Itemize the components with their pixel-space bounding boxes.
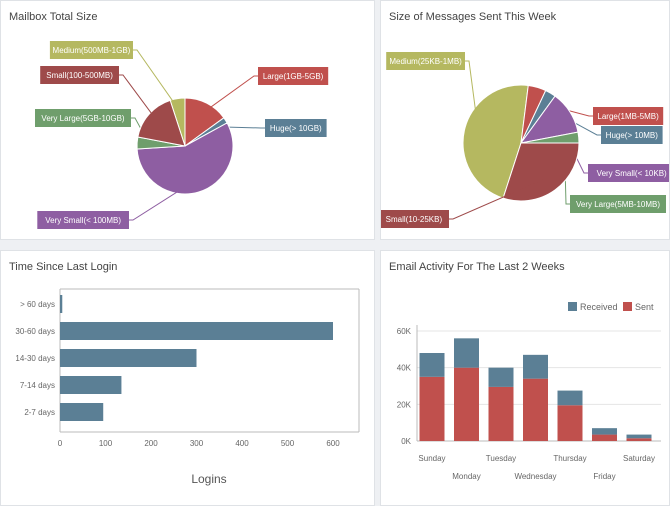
sent-bar-monday: [454, 367, 479, 441]
pie-label-large-1mb-5mb: Large(1MB-5MB): [597, 112, 659, 121]
x-tick-label: 100: [99, 439, 113, 448]
x-axis-title: Logins: [191, 472, 226, 486]
login-bar-2-7-days: [60, 403, 104, 421]
pie-leader-line: [201, 75, 258, 115]
legend-swatch-received: [568, 302, 577, 311]
pie-label-medium-25kb-1mb: Medium(25KB-1MB): [389, 57, 462, 66]
mailbox-pie-chart: Medium(500MB-1GB) Large(1GB-5GB) Huge(> 10…: [35, 41, 329, 229]
y-tick-label: 20K: [397, 400, 412, 409]
pie-slice-small-100-500mb: [137, 99, 186, 147]
pie-label-box: [258, 67, 329, 85]
sent-pie-chart: Medium(25KB-1MB) Large(1MB-5MB) Huge(> 10M…: [381, 52, 669, 228]
pie-leader-line: [465, 60, 480, 134]
pie-label-large-1gb-5gb: Large(1GB-5GB): [263, 72, 324, 81]
activity-bar-chart: 0K 20K 40K 60K Sunday Monday Tuesday Wednesday T…: [397, 302, 661, 481]
panel-title: Mailbox Total Size: [9, 11, 98, 23]
x-tick-label: Wednesday: [514, 472, 556, 481]
pie-label-box: [40, 66, 120, 84]
y-tick-label: > 60 days: [20, 300, 55, 309]
received-bar-saturday: [626, 434, 652, 439]
pie-leader-line: [133, 49, 180, 111]
pie-label-box: [49, 41, 133, 59]
received-bar-tuesday: [488, 367, 514, 387]
pie-label-box: [381, 210, 449, 228]
x-tick-label: 300: [190, 439, 204, 448]
x-tick-label: Thursday: [553, 454, 586, 463]
x-tick-label: 200: [144, 439, 158, 448]
pie-label-box: [35, 109, 131, 127]
received-bar-friday: [592, 428, 617, 435]
panel-title: Size of Messages Sent This Week: [389, 11, 557, 23]
pie-label-small-10-25kb: Small(10-25KB): [386, 215, 443, 224]
pie-label-medium-500mb-1gb: Medium(500MB-1GB): [53, 46, 131, 55]
sent-bar-friday: [592, 434, 617, 441]
sent-bar-wednesday: [523, 378, 548, 441]
sent-bar-sunday: [419, 376, 445, 441]
y-tick-label: 7-14 days: [20, 381, 55, 390]
x-tick-label: Tuesday: [486, 454, 516, 463]
sent-bar-saturday: [626, 438, 652, 441]
sent-bar-thursday: [557, 405, 583, 441]
mailbox-size-panel: Mailbox Total Size Medium(500MB-1GB) Larg…: [0, 0, 375, 240]
pie-label-box: [601, 126, 663, 144]
pie-label-very-small-10kb: Very Small(< 10KB): [597, 169, 667, 178]
x-tick-label: Saturday: [623, 454, 655, 463]
panel-title: Email Activity For The Last 2 Weeks: [389, 261, 565, 273]
login-bar-7-14-days: [60, 376, 122, 394]
login-bar-30-60-days: [60, 322, 333, 340]
login-bar-14-30-days: [60, 349, 197, 367]
legend-label-sent: Sent: [635, 302, 654, 312]
sent-size-panel: Size of Messages Sent This Week Medium(2…: [380, 0, 670, 240]
pie-label-very-large-5gb-10gb: Very Large(5GB-10GB): [41, 114, 124, 123]
pie-label-box: [570, 195, 666, 213]
x-tick-label: Sunday: [418, 454, 445, 463]
activity-panel: Email Activity For The Last 2 Weeks 0K 20…: [380, 250, 670, 506]
pie-label-very-large-5mb-10mb: Very Large(5MB-10MB): [576, 200, 660, 209]
pie-label-huge-10gb: Huge(> 10GB): [270, 124, 322, 133]
pie-leader-line: [449, 177, 547, 220]
y-tick-label: 40K: [397, 364, 412, 373]
received-bar-sunday: [419, 353, 445, 377]
legend-swatch-sent: [623, 302, 632, 311]
pie-slice-small-10-25kb: [502, 142, 580, 202]
pie-label-box: [37, 211, 129, 229]
pie-slice-very-small-100mb: [136, 122, 234, 195]
pie-leader-line: [215, 126, 265, 129]
pie-leader-line: [119, 74, 159, 123]
pie-label-box: [588, 164, 669, 182]
pie-label-box: [593, 107, 664, 125]
x-tick-label: Monday: [452, 472, 480, 481]
login-bar-60-days: [60, 295, 63, 313]
pie-label-small-100-500mb: Small(100-500MB): [46, 71, 113, 80]
login-panel: Time Since Last Login > 60 days 30-60 day…: [0, 250, 375, 506]
legend-label-received: Received: [580, 302, 618, 312]
y-tick-label: 0K: [401, 437, 411, 446]
pie-label-very-small-100mb: Very Small(< 100MB): [45, 216, 121, 225]
y-tick-label: 60K: [397, 327, 412, 336]
x-tick-label: 400: [235, 439, 249, 448]
sent-bar-tuesday: [488, 386, 514, 441]
x-tick-label: Friday: [593, 472, 615, 481]
x-tick-label: 600: [326, 439, 340, 448]
pie-label-huge-10mb: Huge(> 10MB): [606, 131, 659, 140]
received-bar-wednesday: [523, 354, 548, 379]
received-bar-thursday: [557, 390, 583, 406]
pie-label-box: [265, 119, 327, 137]
x-tick-label: 500: [281, 439, 295, 448]
y-tick-label: 30-60 days: [15, 327, 55, 336]
login-bar-chart: > 60 days 30-60 days 14-30 days 7-14 days 2-…: [15, 288, 360, 486]
y-tick-label: 2-7 days: [24, 408, 55, 417]
panel-title: Time Since Last Login: [9, 261, 118, 273]
pie-leader-line: [129, 180, 196, 221]
y-tick-label: 14-30 days: [15, 354, 55, 363]
received-bar-monday: [454, 338, 479, 368]
x-tick-label: 0: [58, 439, 63, 448]
pie-label-box: [386, 52, 465, 70]
